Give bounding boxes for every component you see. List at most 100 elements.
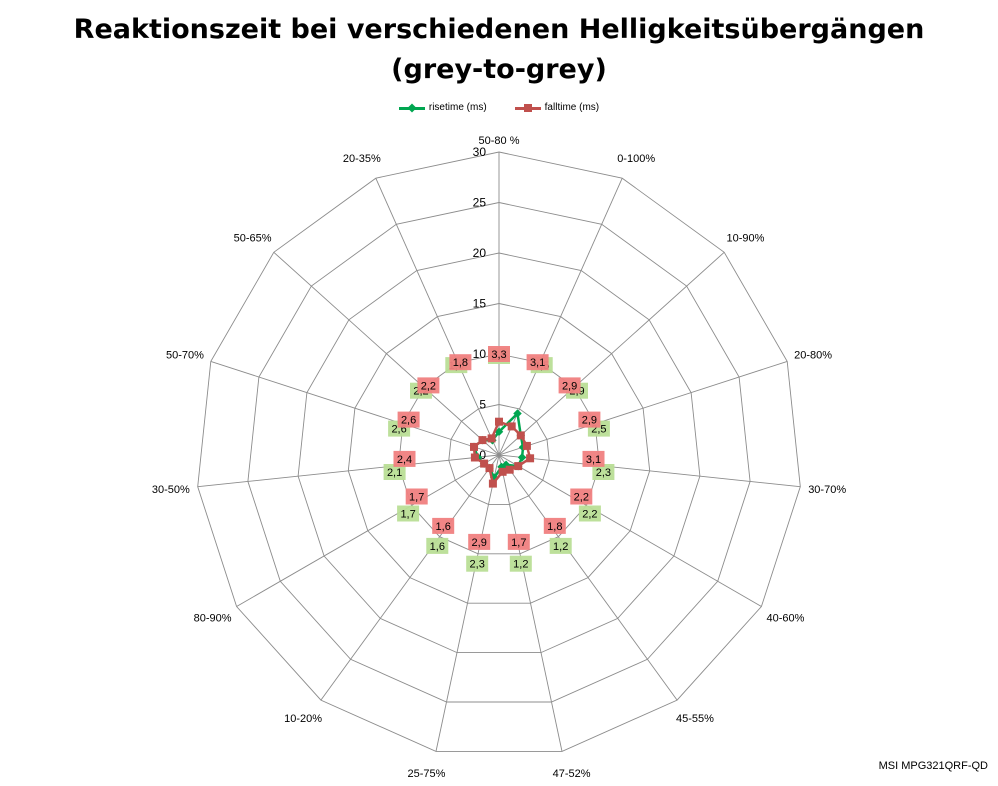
grid-spoke xyxy=(435,454,500,752)
data-label-bg xyxy=(397,411,420,428)
grid-ring xyxy=(297,252,701,654)
data-point xyxy=(507,422,516,431)
grid-spoke xyxy=(273,251,500,456)
data-point xyxy=(526,454,535,463)
data-label: 2,4 xyxy=(397,454,412,466)
data-label: 2,3 xyxy=(596,467,611,479)
data-label: 1,8 xyxy=(453,357,468,369)
data-label-bg xyxy=(405,488,428,505)
grid-spoke xyxy=(498,360,788,456)
data-label: 2,6 xyxy=(401,415,416,427)
category-label: 50-70% xyxy=(166,350,204,362)
data-label-bg xyxy=(578,505,601,522)
category-label: 0-100% xyxy=(617,153,655,165)
grid-ring xyxy=(448,404,550,505)
axis-tick-label: 15 xyxy=(473,297,487,311)
data-label-bg xyxy=(397,505,420,522)
data-label: 1,6 xyxy=(430,541,445,553)
footer-note: MSI MPG321QRF-QD xyxy=(878,760,988,772)
data-point xyxy=(505,465,514,474)
data-label-bg xyxy=(466,555,489,572)
category-label: 20-35% xyxy=(343,153,381,165)
grid-spoke xyxy=(236,454,500,607)
legend-item-risetime: risetime (ms) xyxy=(398,102,487,113)
category-label: 20-80% xyxy=(794,350,832,362)
data-label-bg xyxy=(543,517,566,534)
data-label-bg xyxy=(393,450,416,467)
grid-spoke xyxy=(210,360,500,456)
legend-swatch-risetime xyxy=(398,102,425,113)
legend-item-falltime: falltime (ms) xyxy=(514,102,600,113)
data-label: 1,8 xyxy=(547,521,562,533)
data-label-bg xyxy=(549,537,572,554)
data-label-bg xyxy=(578,411,601,428)
data-label: 1,7 xyxy=(400,509,415,521)
data-label: 1,2 xyxy=(513,559,528,571)
grid-spoke xyxy=(498,454,563,752)
data-label: 2,2 xyxy=(574,492,589,504)
data-point xyxy=(480,459,489,468)
data-label-bg xyxy=(426,537,449,554)
data-label: 2,9 xyxy=(562,380,577,392)
chart-legend: risetime (ms) falltime (ms) xyxy=(0,102,998,113)
category-label: 47-52% xyxy=(553,768,591,780)
data-point xyxy=(494,427,504,437)
data-label-bg xyxy=(570,488,593,505)
axis-tick-label: 10 xyxy=(473,347,487,361)
data-point xyxy=(516,431,525,440)
data-label: 2,3 xyxy=(470,559,485,571)
grid-spoke xyxy=(498,251,725,456)
data-label: 3,3 xyxy=(491,349,506,361)
grid-spoke xyxy=(498,454,801,488)
axis-tick-label: 20 xyxy=(473,246,487,260)
data-label-bg xyxy=(449,354,472,371)
grid-spoke xyxy=(197,454,500,488)
data-point xyxy=(488,479,497,488)
data-point xyxy=(513,409,522,418)
data-label-bg xyxy=(526,354,549,371)
grid-ring xyxy=(398,353,600,555)
category-label: 10-20% xyxy=(284,713,322,725)
category-label: 25-75% xyxy=(407,768,445,780)
grid-spoke xyxy=(498,454,678,701)
category-label: 45-55% xyxy=(676,713,714,725)
category-label: 30-70% xyxy=(808,484,846,496)
data-label: 2,1 xyxy=(387,467,402,479)
grid-ring xyxy=(247,202,751,703)
data-label: 1,2 xyxy=(553,541,568,553)
legend-swatch-falltime xyxy=(514,103,541,113)
data-label-bg xyxy=(432,517,455,534)
data-point xyxy=(517,453,527,462)
data-label-bg xyxy=(592,464,615,480)
axis-tick-label: 25 xyxy=(473,196,487,210)
data-label-bg xyxy=(488,346,510,362)
data-label-bg xyxy=(582,450,605,467)
data-point xyxy=(522,441,531,450)
data-label-bg xyxy=(507,533,530,550)
data-point xyxy=(514,462,523,471)
axis-tick-label: 30 xyxy=(473,145,487,159)
data-label: 3,1 xyxy=(530,357,545,369)
category-label: 80-90% xyxy=(194,613,232,625)
data-point xyxy=(495,417,503,426)
data-point xyxy=(470,442,478,451)
chart-title-line-2: (grey-to-grey) xyxy=(391,54,607,85)
grid-ring xyxy=(197,151,801,752)
data-label: 2,2 xyxy=(421,380,436,392)
data-label: 2,9 xyxy=(582,415,597,427)
data-label: 3,1 xyxy=(586,454,601,466)
grid-spoke xyxy=(498,454,762,607)
grid-spoke xyxy=(375,178,500,456)
category-label: 50-80 % xyxy=(479,135,520,147)
grid-ring xyxy=(347,303,651,604)
legend-label-falltime: falltime (ms) xyxy=(544,102,600,113)
data-label-bg xyxy=(417,377,440,394)
chart-title-line-1: Reaktionszeit bei verschiedenen Helligke… xyxy=(73,14,925,45)
data-label-bg xyxy=(558,377,581,394)
series-line xyxy=(472,420,532,485)
axis-tick-label: 5 xyxy=(479,398,486,412)
category-label: 10-90% xyxy=(727,233,765,245)
category-label: 50-65% xyxy=(234,233,272,245)
